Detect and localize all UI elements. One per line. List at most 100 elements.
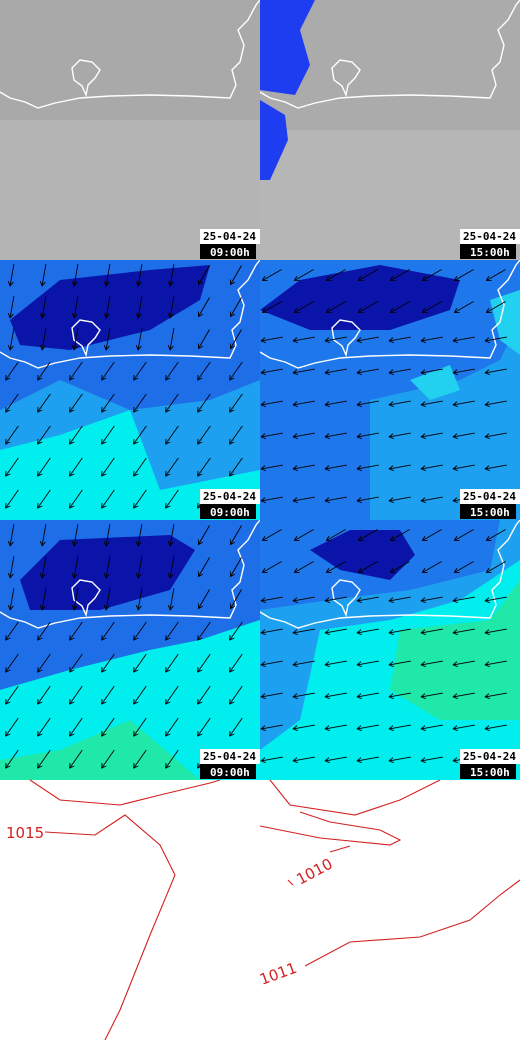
wind-arrow [101, 457, 115, 477]
wind-arrow [388, 496, 411, 504]
panel-time: 15:00h [470, 766, 510, 779]
wind-arrow [197, 329, 210, 350]
panel-time: 15:00h [470, 246, 510, 259]
wind-arrow [420, 596, 443, 604]
wind-arrow [260, 756, 283, 764]
wind-arrow [260, 464, 283, 472]
wind-arrow [135, 264, 143, 287]
wind-arrow [356, 756, 379, 764]
isobar-label: 1015 [6, 824, 44, 842]
wind-arrow [324, 628, 347, 636]
wind-arrow [356, 336, 379, 344]
wind-arrow [261, 561, 282, 574]
wind-arrow [420, 496, 443, 504]
wind-arrow [292, 368, 315, 376]
panel-date: 25-04-24 [463, 230, 516, 243]
wind-arrow [197, 653, 211, 673]
wind-arrow [133, 457, 147, 477]
panel-time: 09:00h [210, 246, 250, 259]
wind-arrow [261, 529, 282, 542]
wind-arrow [357, 561, 378, 574]
wind-arrow [133, 685, 147, 705]
wind-arrow [388, 724, 411, 732]
wind-arrow [292, 336, 315, 344]
wind-arrow [452, 368, 475, 376]
wind-arrow [103, 524, 111, 547]
wind-arrow [356, 496, 379, 504]
wind-arrow [133, 717, 147, 737]
panel-date: 25-04-24 [203, 490, 256, 503]
wind-arrow [260, 692, 283, 700]
wind-arrow [420, 336, 443, 344]
wind-arrow [452, 336, 475, 344]
wind-arrow [101, 393, 115, 413]
wind-arrow [260, 724, 283, 732]
wind-arrow [167, 588, 175, 611]
panel-time: 09:00h [210, 506, 250, 519]
wind-arrow [165, 393, 179, 413]
wind-arrow [5, 393, 19, 413]
wind-arrow [39, 588, 47, 611]
wind-arrow [39, 328, 47, 351]
wind-arrow [388, 336, 411, 344]
wind-arrow [485, 561, 506, 574]
wind-arrow [39, 264, 47, 287]
wind-arrow [260, 400, 283, 408]
wind-arrow [165, 361, 179, 381]
wind-arrow [165, 653, 179, 673]
time-bg [200, 244, 256, 259]
wind-arrow [229, 393, 243, 413]
wind-arrow [420, 368, 443, 376]
wind-arrow [101, 489, 115, 509]
wind-arrow [485, 529, 506, 542]
wind-arrow [484, 368, 507, 376]
wind-arrow [229, 685, 243, 705]
wind-arrow [229, 297, 242, 318]
date-bg [460, 749, 520, 764]
wind-arrow [388, 756, 411, 764]
wind-arrow [71, 556, 79, 579]
wind-arrow [420, 756, 443, 764]
wind-arrow [71, 588, 79, 611]
wind-arrow [229, 457, 243, 477]
wind-arrow [324, 368, 347, 376]
wind-arrow [5, 653, 19, 673]
wind-arrow [484, 660, 507, 668]
wind-arrow [421, 561, 442, 574]
wind-arrow [292, 756, 315, 764]
wind-arrow [420, 628, 443, 636]
wind-arrow [452, 628, 475, 636]
wind-arrow [452, 432, 475, 440]
wind-arrow [229, 265, 242, 286]
time-bg [460, 504, 516, 519]
wind-arrow [5, 457, 19, 477]
wind-arrow [325, 301, 346, 314]
wind-arrow [388, 432, 411, 440]
wind-arrow [356, 724, 379, 732]
wind-arrow [197, 685, 211, 705]
wind-arrow [484, 692, 507, 700]
wind-arrow [7, 524, 15, 547]
wind-arrow [5, 489, 19, 509]
wind-arrow [101, 685, 115, 705]
panel [0, 0, 260, 260]
wind-arrow [421, 529, 442, 542]
wind-arrow [101, 361, 115, 381]
wind-arrow [324, 464, 347, 472]
wind-arrow [453, 561, 474, 574]
wind-arrow [229, 717, 243, 737]
panel-date: 25-04-24 [463, 750, 516, 763]
wind-arrow [388, 628, 411, 636]
wind-arrow [261, 269, 282, 282]
wind-arrow [484, 628, 507, 636]
wind-arrow [135, 296, 143, 319]
wind-arrow [260, 628, 283, 636]
wind-arrow [5, 425, 19, 445]
wind-arrow [197, 425, 211, 445]
wind-arrow [452, 400, 475, 408]
wind-arrow [5, 361, 19, 381]
wind-arrow [324, 756, 347, 764]
date-bg [460, 489, 520, 504]
wind-arrow [101, 621, 115, 641]
